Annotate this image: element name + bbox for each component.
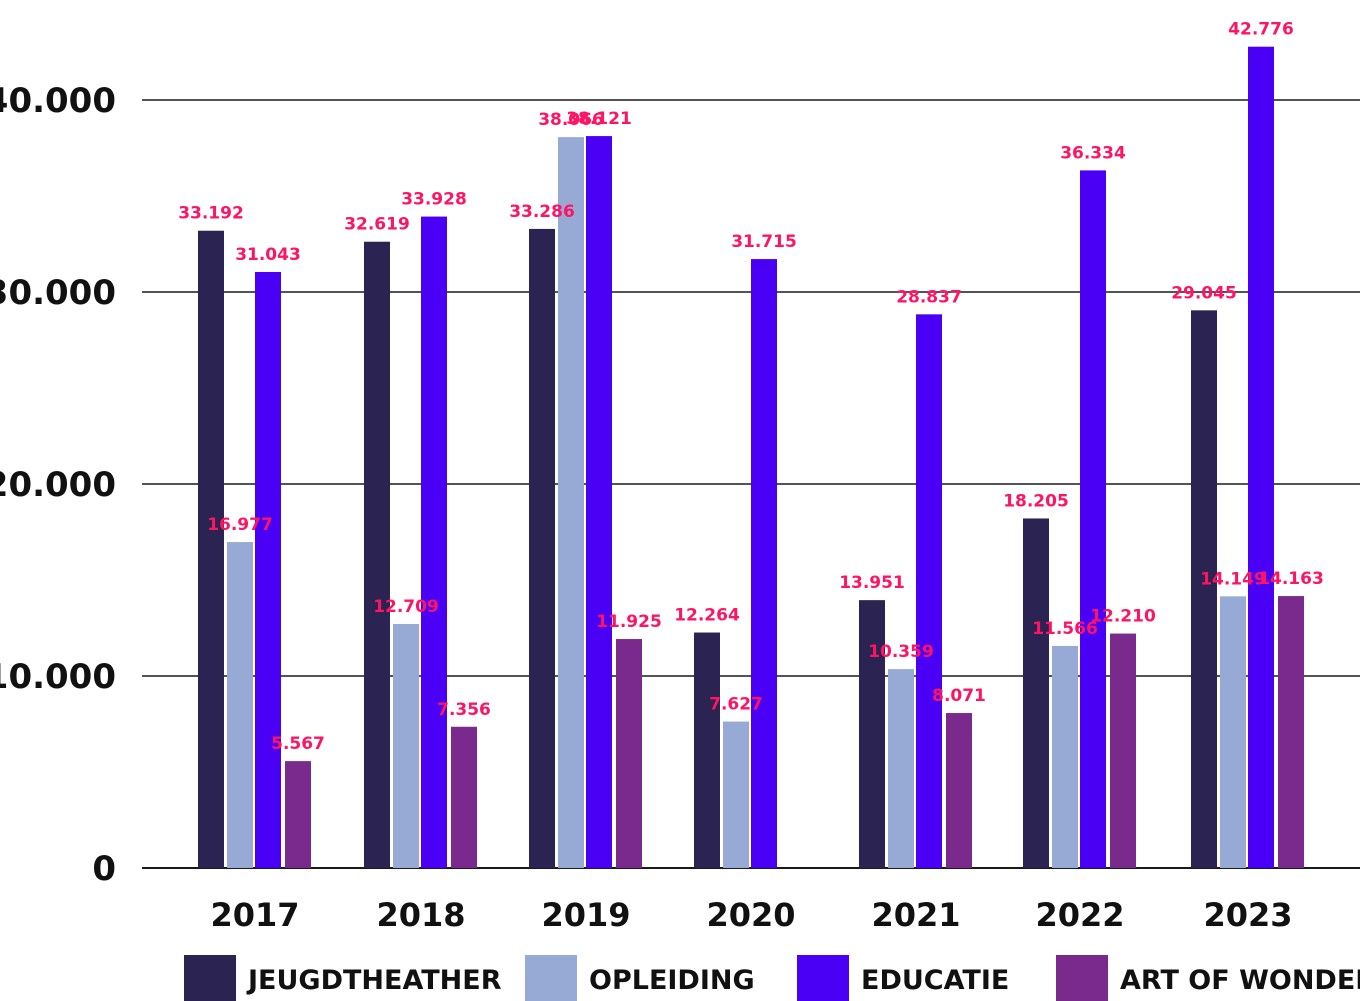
value-label: 18.205: [1003, 491, 1069, 511]
bars: [198, 46, 1304, 869]
bar-educatie-2020: [751, 259, 777, 868]
y-tick-label: 30.000: [0, 273, 116, 313]
x-tick-label-2020: 2020: [706, 896, 795, 934]
bar-opleiding-2020: [723, 721, 749, 868]
bar-jeugdtheather-2022: [1023, 518, 1049, 868]
y-tick-label: 40.000: [0, 81, 116, 121]
value-label: 29.045: [1171, 283, 1237, 303]
y-tick-label: 10.000: [0, 657, 116, 697]
bar-jeugdtheather-2018: [364, 241, 390, 868]
bar-educatie-2018: [421, 216, 447, 868]
value-label: 38.121: [566, 109, 632, 129]
x-tick-label-2017: 2017: [210, 896, 299, 934]
value-label: 10.359: [868, 642, 934, 662]
x-tick-label-2022: 2022: [1035, 896, 1124, 934]
value-label: 14.149: [1200, 569, 1266, 589]
value-label: 33.286: [509, 202, 575, 222]
value-label: 16.977: [207, 515, 273, 535]
bar-educatie-2021: [916, 314, 942, 868]
value-label: 13.951: [839, 573, 905, 593]
value-labels: 33.192 32.619 33.286 12.264 13.951 18.205 29.0…: [178, 20, 1324, 754]
bar-art-of-wonder-2017: [285, 761, 311, 868]
bar-jeugdtheather-2020: [694, 632, 720, 868]
y-tick-label: 20.000: [0, 465, 116, 505]
value-label: 12.709: [373, 597, 439, 617]
bar-educatie-2022: [1080, 170, 1106, 868]
bar-opleiding-2021: [888, 669, 914, 868]
value-label: 11.925: [596, 612, 662, 632]
value-label: 31.715: [731, 232, 797, 252]
value-label: 8.071: [932, 686, 986, 706]
value-label: 11.566: [1032, 619, 1098, 639]
value-label: 36.334: [1060, 143, 1126, 163]
value-label: 28.837: [896, 287, 962, 307]
y-tick-label: 0: [92, 849, 116, 889]
bar-opleiding-2023: [1220, 596, 1246, 868]
bar-opleiding-2018: [393, 623, 419, 868]
x-tick-label-2019: 2019: [541, 896, 630, 934]
bar-educatie-2017: [255, 271, 281, 869]
x-tick-label-2018: 2018: [376, 896, 465, 934]
value-label: 12.264: [674, 606, 740, 626]
bar-opleiding-2017: [227, 542, 253, 868]
value-label: 5.567: [271, 734, 325, 754]
bar-art-of-wonder-2022: [1110, 633, 1136, 868]
bar-educatie-2023: [1248, 46, 1274, 868]
bar-art-of-wonder-2021: [946, 713, 972, 868]
legend-label: EDUCATIE: [861, 965, 1009, 996]
bar-jeugdtheather-2023: [1191, 310, 1217, 868]
value-label: 14.163: [1258, 569, 1324, 589]
value-label: 7.356: [437, 700, 491, 720]
value-label: 38.066: [538, 110, 604, 130]
legend-label: ART OF WONDER: [1120, 965, 1360, 996]
legend-swatch-educatie: [797, 955, 849, 1001]
bar-opleiding-2019: [558, 137, 584, 868]
bar-art-of-wonder-2018: [451, 726, 477, 868]
legend-swatch-opleiding: [525, 955, 577, 1001]
legend-label: OPLEIDING: [589, 965, 755, 996]
bar-jeugdtheather-2019: [529, 228, 555, 868]
bar-jeugdtheather-2021: [859, 600, 885, 868]
bar-educatie-2019: [586, 136, 612, 869]
value-label: 32.619: [344, 215, 410, 235]
x-tick-label-2023: 2023: [1203, 896, 1292, 934]
legend-swatch-art-of-wonder: [1056, 955, 1108, 1001]
y-axis-tick-labels: 0 10.000 20.000 30.000 40.000: [0, 81, 116, 889]
value-label: 33.928: [401, 190, 467, 210]
bar-opleiding-2022: [1052, 645, 1078, 868]
value-label: 31.043: [235, 245, 301, 265]
bar-art-of-wonder-2023: [1278, 596, 1304, 868]
value-label: 7.627: [709, 695, 763, 715]
legend: JEUGDTHEATHER OPLEIDING EDUCATIE ART OF WON…: [184, 955, 1360, 1001]
bar-jeugdtheather-2017: [198, 230, 224, 868]
x-axis-tick-labels: 2017 2018 2019 2020 2021 2022 2023: [210, 896, 1292, 934]
bar-art-of-wonder-2019: [616, 639, 642, 868]
value-label: 12.210: [1090, 607, 1156, 627]
legend-label: JEUGDTHEATHER: [246, 965, 502, 996]
value-label: 33.192: [178, 204, 244, 224]
value-label: 42.776: [1228, 20, 1294, 40]
x-tick-label-2021: 2021: [871, 896, 960, 934]
legend-swatch-jeugdtheather: [184, 955, 236, 1001]
